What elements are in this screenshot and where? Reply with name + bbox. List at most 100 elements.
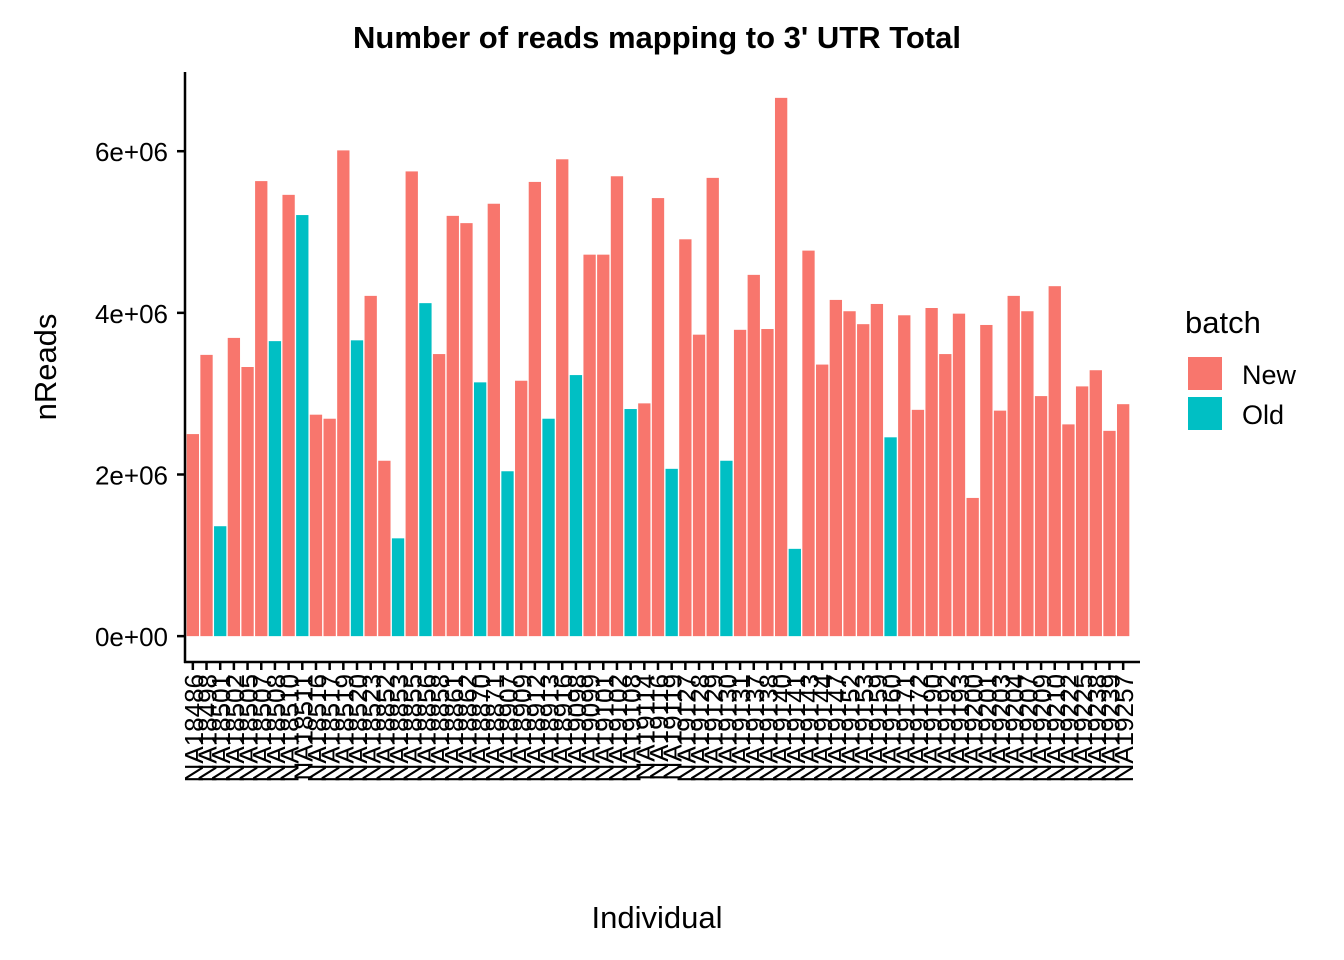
x-tick-label: NA18853 — [384, 674, 414, 782]
bar — [515, 380, 528, 637]
x-tick-label: NA19119 — [658, 674, 688, 781]
bar — [651, 198, 665, 637]
x-tick-label: NA19138 — [753, 674, 783, 782]
bar — [925, 308, 938, 637]
bar — [1021, 311, 1034, 637]
x-tick-label: NA19116 — [644, 674, 674, 781]
x-axis-title: Individual — [592, 900, 723, 935]
bar — [857, 324, 870, 637]
x-tick-label: NA19238 — [1082, 674, 1112, 782]
y-axis-title: nReads — [28, 314, 63, 421]
bar — [788, 548, 801, 637]
y-tick-label: 4e+06 — [95, 299, 168, 329]
bar — [1075, 386, 1089, 637]
x-tick-label: NA18520 — [343, 674, 373, 782]
bar — [597, 254, 610, 637]
x-tick-label: NA19131 — [726, 674, 756, 782]
x-tick-label: NA19172 — [904, 674, 934, 782]
legend-key — [1188, 357, 1222, 390]
bar — [460, 223, 473, 637]
bar — [939, 354, 952, 637]
x-tick-label: NA19160 — [877, 674, 907, 782]
x-tick-label: NA19239 — [1095, 674, 1125, 782]
bar — [638, 403, 651, 637]
bar — [1007, 295, 1020, 637]
bar — [528, 181, 542, 637]
bar — [1117, 404, 1130, 637]
x-tick-label: NA18913 — [535, 674, 565, 782]
x-tick-label: NA19127 — [671, 674, 701, 782]
bar — [952, 313, 966, 637]
x-tick-label: NA19171 — [890, 674, 920, 782]
x-tick-label: NA18510 — [275, 674, 305, 782]
bar — [747, 274, 760, 637]
x-tick-label: NA19128 — [685, 674, 715, 782]
bar — [993, 410, 1007, 637]
x-tick-label: NA19099 — [576, 674, 606, 782]
x-tick-label: NA18862 — [452, 674, 482, 782]
bar — [610, 176, 624, 637]
x-tick-label: NA18861 — [439, 674, 469, 782]
x-tick-label: NA19207 — [1013, 674, 1043, 782]
x-tick-label: NA18907 — [494, 674, 524, 782]
bar — [870, 303, 884, 637]
bar — [624, 409, 637, 637]
bar — [200, 354, 213, 637]
x-tick-label: NA19225 — [1068, 674, 1098, 782]
x-tick-label: NA18498 — [193, 674, 223, 782]
x-tick-label: NA19141 — [781, 674, 811, 782]
bar — [816, 364, 829, 637]
bar — [473, 382, 487, 637]
bar — [227, 337, 241, 637]
x-tick-label: NA19190 — [918, 674, 948, 782]
x-tick-label: NA19200 — [959, 674, 989, 782]
bar — [556, 159, 569, 637]
bar — [350, 340, 364, 637]
bar — [378, 460, 391, 637]
y-tick-label: 0e+00 — [95, 622, 168, 652]
bar — [706, 177, 719, 637]
bar — [898, 315, 911, 637]
chart-title: Number of reads mapping to 3' UTR Total — [353, 20, 961, 55]
x-tick-label: NA18909 — [507, 674, 537, 782]
x-tick-label: NA18870 — [466, 674, 496, 782]
x-tick-label: NA19204 — [1000, 674, 1030, 782]
x-tick-label: NA19201 — [972, 674, 1002, 782]
bar — [446, 215, 459, 637]
bar — [665, 468, 678, 637]
bar — [569, 375, 583, 637]
bar — [679, 239, 692, 637]
x-tick-label: NA19101 — [589, 674, 619, 782]
bar — [1034, 396, 1048, 637]
x-tick-label: NA19153 — [849, 674, 879, 782]
bar — [829, 299, 843, 637]
legend-label: New — [1242, 360, 1297, 390]
bar — [802, 250, 815, 637]
x-tick-label: NA18523 — [357, 674, 387, 782]
bar — [391, 538, 405, 637]
x-tick-label: NA18855 — [398, 674, 428, 782]
x-tick-label: NA18486 — [179, 674, 209, 782]
bar — [186, 434, 199, 637]
x-tick-label: NA19192 — [931, 674, 961, 782]
bar — [774, 97, 788, 637]
x-tick-label: NA19222 — [1054, 674, 1084, 782]
x-tick-label: NA18519 — [329, 674, 359, 782]
x-tick-label: NA18511 — [288, 674, 318, 781]
x-tick-label: NA19130 — [712, 674, 742, 782]
bar — [1062, 424, 1075, 637]
legend-label: Old — [1242, 400, 1284, 430]
bar — [432, 354, 446, 637]
x-tick-label: NA19114 — [630, 674, 660, 781]
bar — [1103, 430, 1116, 637]
bar — [501, 471, 514, 637]
x-tick-label: NA18858 — [425, 674, 455, 782]
x-tick-label: NA18501 — [206, 674, 236, 782]
x-tick-label: NA19140 — [767, 674, 797, 782]
bar — [911, 409, 925, 637]
x-tick-label: NA18517 — [316, 674, 346, 782]
x-tick-label: NA18508 — [261, 674, 291, 782]
bar — [542, 418, 555, 637]
bar — [214, 526, 227, 637]
x-tick-label: NA19203 — [986, 674, 1016, 782]
